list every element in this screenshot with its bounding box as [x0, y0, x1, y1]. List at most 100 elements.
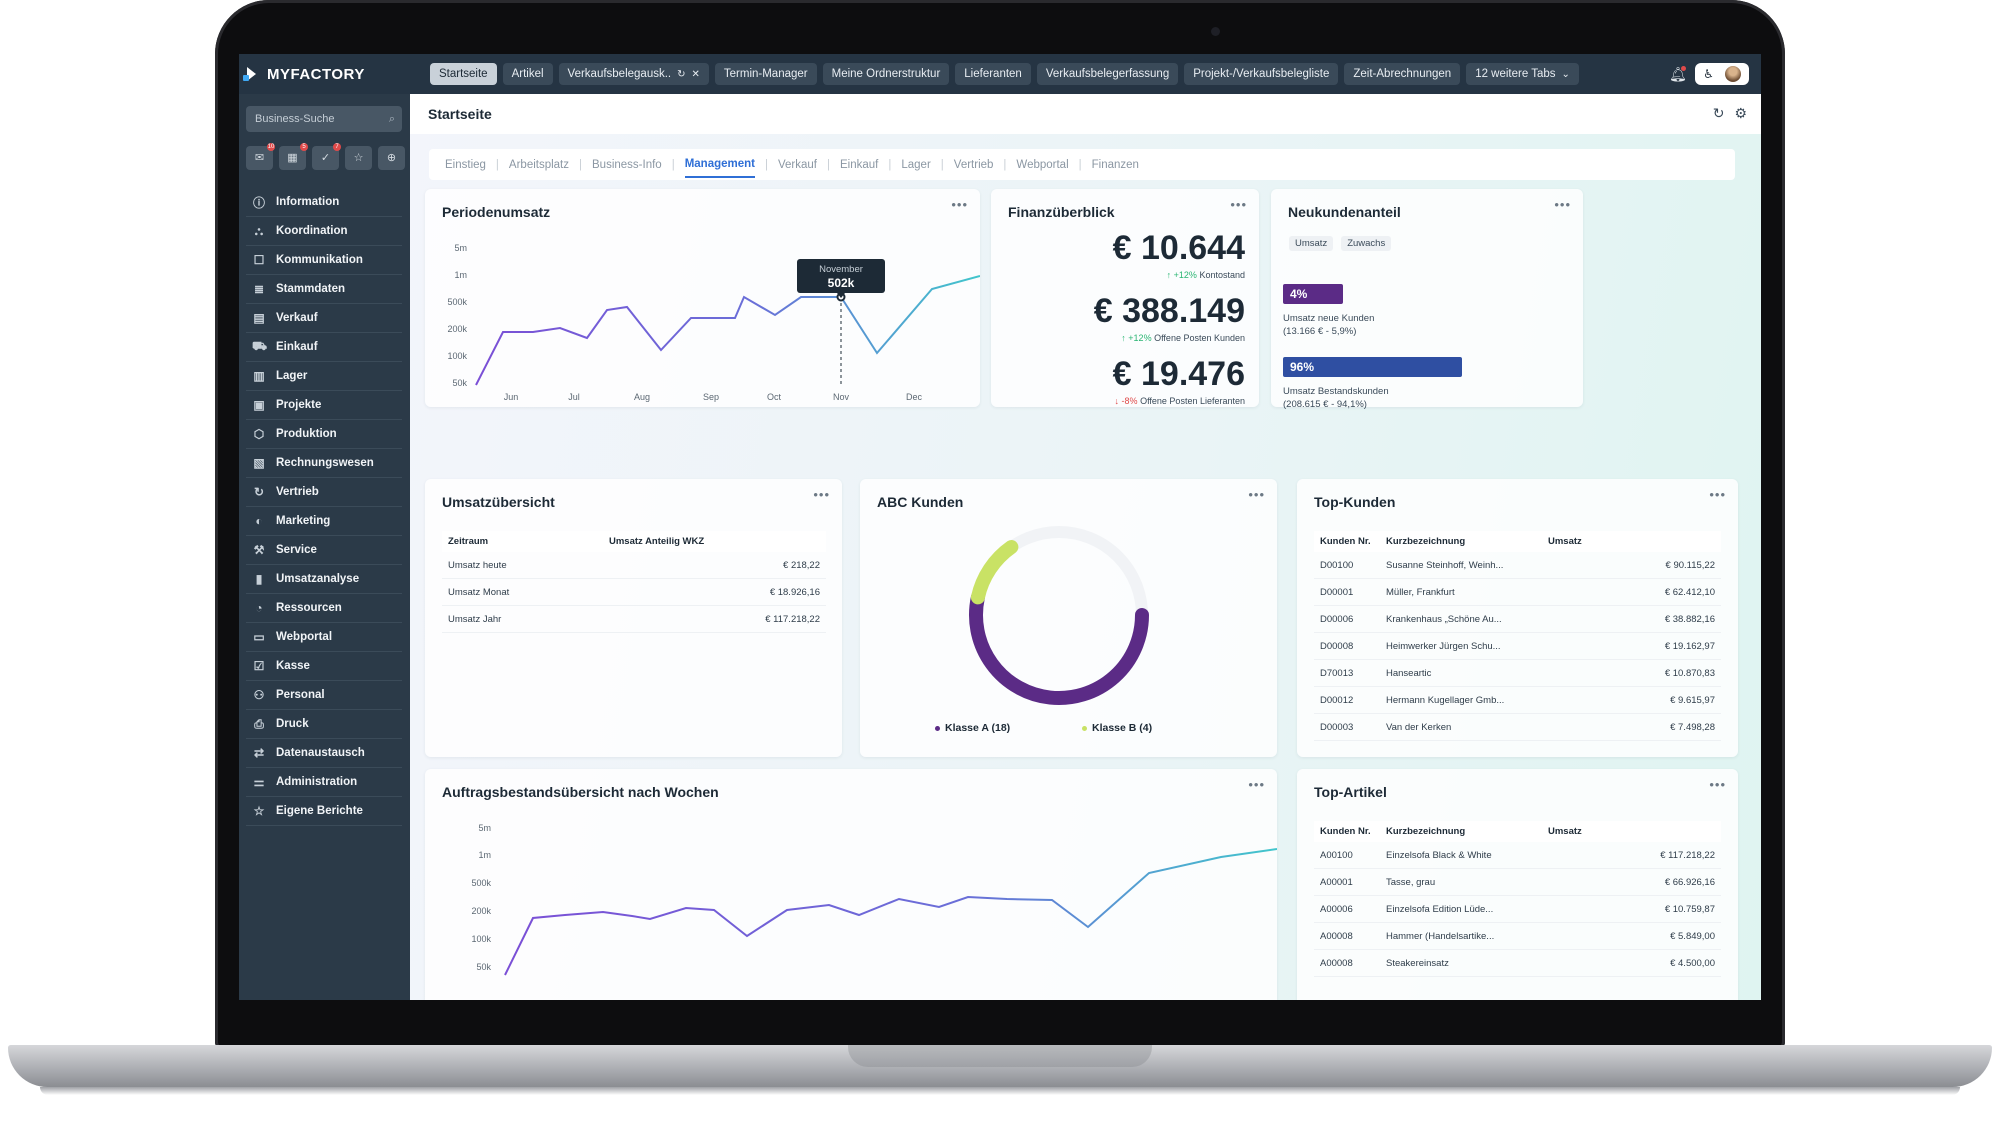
- more-options-icon[interactable]: •••: [1248, 777, 1265, 792]
- sidebar-item-druck[interactable]: ⎙ Druck: [246, 710, 402, 739]
- table-row[interactable]: D00100 Susanne Steinhoff, Weinh... € 90.11…: [1314, 552, 1721, 579]
- auftrag-chart: 5m 1m 500k 200k 100k 50k: [471, 823, 1277, 976]
- subtab-management[interactable]: Management: [684, 158, 755, 178]
- tab-verkaufsbelegerfassung[interactable]: Verkaufsbelegerfassung: [1036, 63, 1179, 85]
- gear-icon[interactable]: ⚙: [1734, 105, 1747, 121]
- table-row[interactable]: A00001 Tasse, grau € 66.926,16: [1314, 869, 1721, 896]
- avatar[interactable]: [1724, 66, 1741, 82]
- star-icon[interactable]: ☆: [345, 146, 372, 170]
- table-row[interactable]: A00008 Steakereinsatz € 4.500,00: [1314, 950, 1721, 977]
- sidebar-item-koordination[interactable]: ⛬ Koordination: [246, 217, 402, 246]
- more-options-icon[interactable]: •••: [1709, 487, 1726, 502]
- sidebar-item-projekte[interactable]: ▣ Projekte: [246, 391, 402, 420]
- donut-segment-klasse-b[interactable]: [970, 540, 1019, 605]
- table-cell: D00100: [1320, 560, 1354, 571]
- sidebar-item-produktion[interactable]: ⬡ Produktion: [246, 420, 402, 449]
- subtab-finanzen[interactable]: Finanzen: [1091, 158, 1139, 171]
- sidebar-item-administration[interactable]: ⚌ Administration: [246, 768, 402, 797]
- sidebar-item-personal[interactable]: ⚇ Personal: [246, 681, 402, 710]
- accessibility-icon[interactable]: ♿︎: [1703, 67, 1715, 81]
- tab-more-tabs[interactable]: 12 weitere Tabs ⌄: [1466, 63, 1579, 85]
- tab-lieferanten[interactable]: Lieferanten: [955, 63, 1031, 85]
- tab-projekt-verkaufsbelegliste[interactable]: Projekt-/Verkaufsbelegliste: [1184, 63, 1339, 85]
- sidebar-item-verkauf[interactable]: ▤ Verkauf: [246, 304, 402, 333]
- sidebar-item-kommunikation[interactable]: ☐ Kommunikation: [246, 246, 402, 275]
- sidebar-item-rechnungswesen[interactable]: ▧ Rechnungswesen: [246, 449, 402, 478]
- refresh-icon[interactable]: ↻: [677, 69, 686, 80]
- tab-termin-manager[interactable]: Termin-Manager: [714, 63, 817, 85]
- subtab-einkauf[interactable]: Einkauf: [840, 158, 879, 171]
- tab-zuwachs[interactable]: Zuwachs: [1341, 236, 1392, 251]
- notification-badge: 5: [300, 143, 308, 151]
- brand-logo[interactable]: MYFACTORY: [239, 66, 430, 83]
- user-menu[interactable]: ♿︎: [1695, 63, 1749, 85]
- sidebar-item-eigene-berichte[interactable]: ☆ Eigene Berichte: [246, 797, 402, 826]
- table-row[interactable]: Umsatz Monat € 18.926,16: [442, 579, 826, 606]
- table-row[interactable]: Umsatz heute € 218,22: [442, 552, 826, 579]
- donut-segment-klasse-a[interactable]: [969, 590, 1149, 705]
- sidebar-item-stammdaten[interactable]: ≣ Stammdaten: [246, 275, 402, 304]
- tab-meine-ordnerstruktur[interactable]: Meine Ordnerstruktur: [822, 63, 950, 85]
- subtab-verkauf[interactable]: Verkauf: [778, 158, 817, 171]
- sidebar-item-kasse[interactable]: ☑ Kasse: [246, 652, 402, 681]
- table-row[interactable]: D00003 Van der Kerken € 7.498,28: [1314, 714, 1721, 741]
- bell-icon[interactable]: 🔔︎: [1669, 66, 1687, 82]
- table-row[interactable]: D70013 Hanseartic € 10.870,83: [1314, 660, 1721, 687]
- sidebar-item-information[interactable]: ⓘ Information: [246, 188, 402, 217]
- fin-label: Kontostand: [1199, 270, 1245, 280]
- search-icon[interactable]: ⌕: [388, 113, 395, 125]
- sidebar-item-service[interactable]: ⚒ Service: [246, 536, 402, 565]
- subtab-lager[interactable]: Lager: [901, 158, 931, 171]
- sidebar-item-ressourcen[interactable]: ◔ Ressourcen: [246, 594, 402, 623]
- check-circle-icon[interactable]: ✓ 7: [312, 143, 341, 170]
- tab-artikel[interactable]: Artikel: [502, 63, 553, 85]
- subtab-webportal[interactable]: Webportal: [1016, 158, 1069, 171]
- tab-startseite[interactable]: Startseite: [430, 63, 497, 85]
- sidebar-item-lager[interactable]: ▥ Lager: [246, 362, 402, 391]
- subtab-vertrieb[interactable]: Vertrieb: [953, 158, 994, 171]
- sidebar-item-einkauf[interactable]: ⛟ Einkauf: [246, 333, 402, 362]
- page-header: Startseite ↻ ⚙: [410, 94, 1761, 134]
- tab-verkaufsbelegauskunft[interactable]: Verkaufsbelegausk.. ↻ ✕: [558, 63, 709, 85]
- tab-zeit-abrechnungen[interactable]: Zeit-Abrechnungen: [1344, 63, 1461, 85]
- table-row[interactable]: D00012 Hermann Kugellager Gmb... € 9.615,9…: [1314, 687, 1721, 714]
- star-icon: ☆: [253, 804, 265, 818]
- subtab-einstieg[interactable]: Einstieg: [445, 158, 486, 171]
- more-options-icon[interactable]: •••: [1248, 487, 1265, 502]
- new-detail: (13.166 € - 5,9%): [1283, 326, 1357, 337]
- auftrag-card: Auftragsbestandsübersicht nach Wochen ••…: [425, 769, 1277, 1000]
- more-options-icon[interactable]: •••: [1709, 777, 1726, 792]
- calendar-icon[interactable]: ▦ 5: [279, 143, 308, 170]
- mail-icon[interactable]: ✉ 10: [246, 143, 275, 170]
- arrow-up-icon: ↑: [1166, 270, 1172, 280]
- table-cell: € 4.500,00: [1670, 958, 1715, 969]
- table-row[interactable]: Umsatz Jahr € 117.218,22: [442, 606, 826, 633]
- sidebar-item-webportal[interactable]: ▭ Webportal: [246, 623, 402, 652]
- table-cell: € 18.926,16: [769, 587, 820, 598]
- tab-umsatz[interactable]: Umsatz: [1289, 236, 1334, 251]
- table-row[interactable]: A00008 Hammer (Handelsartike... € 5.849,00: [1314, 923, 1721, 950]
- table-row[interactable]: A00006 Einzelsofa Edition Lüde... € 10.759…: [1314, 896, 1721, 923]
- subtab-business-info[interactable]: Business-Info: [592, 158, 662, 171]
- more-options-icon[interactable]: •••: [951, 197, 968, 212]
- table-row[interactable]: A00100 Einzelsofa Black & White € 117.218,…: [1314, 842, 1721, 869]
- sidebar-item-umsatzanalyse[interactable]: ▮ Umsatzanalyse: [246, 565, 402, 594]
- fin-value: € 19.476: [1112, 355, 1245, 393]
- search-input[interactable]: Business-Suche ⌕: [246, 106, 402, 132]
- close-icon[interactable]: ✕: [691, 69, 700, 80]
- sidebar-item-vertrieb[interactable]: ↻ Vertrieb: [246, 478, 402, 507]
- sidebar-item-datenaustausch[interactable]: ⇄ Datenaustausch: [246, 739, 402, 768]
- more-options-icon[interactable]: •••: [813, 487, 830, 502]
- table-row[interactable]: D00008 Heimwerker Jürgen Schu... € 19.162,…: [1314, 633, 1721, 660]
- table-row[interactable]: D00001 Müller, Frankfurt € 62.412,10: [1314, 579, 1721, 606]
- y-tick-label: 5m: [478, 823, 491, 833]
- sidebar-item-marketing[interactable]: ◐ Marketing: [246, 507, 402, 536]
- subtab-arbeitsplatz[interactable]: Arbeitsplatz: [508, 158, 570, 171]
- table-row[interactable]: D00006 Krankenhaus „Schöne Au... € 38.882,…: [1314, 606, 1721, 633]
- refresh-icon[interactable]: ↻: [1712, 105, 1725, 121]
- tab-separator: |: [579, 158, 583, 171]
- more-options-icon[interactable]: •••: [1554, 197, 1571, 212]
- neukunden-tabs: Umsatz Zuwachs: [1289, 236, 1392, 251]
- more-options-icon[interactable]: •••: [1230, 197, 1247, 212]
- plus-circle-icon[interactable]: ⊕: [378, 146, 405, 170]
